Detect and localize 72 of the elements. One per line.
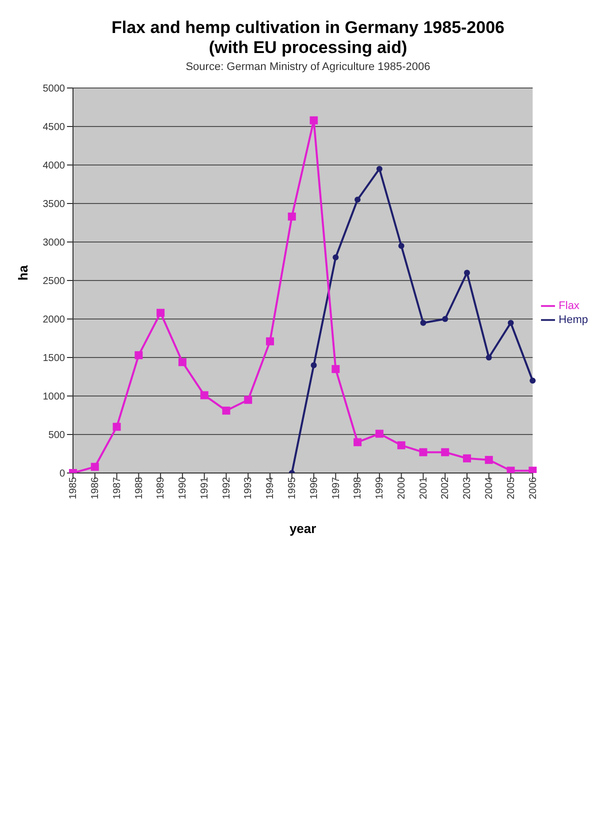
y-tick-label: 4000 xyxy=(42,160,66,172)
x-tick-label: 1994 xyxy=(265,476,276,500)
x-tick-label: 2006 xyxy=(528,476,539,500)
y-tick-label: 3000 xyxy=(42,238,66,249)
x-tick-label: 1998 xyxy=(352,476,364,500)
y-tick-label: 1000 xyxy=(42,392,66,403)
y-axis-title: ha xyxy=(16,264,31,280)
point xyxy=(266,337,274,346)
point xyxy=(398,242,404,249)
x-tick-label: 2000 xyxy=(396,476,408,500)
x-tick-label: 1992 xyxy=(221,476,232,500)
y-tick-label: 1500 xyxy=(42,353,66,364)
legend-label: Flax xyxy=(558,300,580,312)
point xyxy=(397,441,406,450)
x-tick-label: 1991 xyxy=(199,476,210,500)
point xyxy=(156,308,165,317)
x-axis-title: year xyxy=(289,521,316,536)
y-tick-label: 500 xyxy=(48,430,66,442)
x-tick-label: 2005 xyxy=(506,476,517,500)
point xyxy=(462,454,471,462)
point xyxy=(441,448,450,456)
x-tick-label: 2003 xyxy=(462,476,474,500)
legend-label: Hemp xyxy=(558,314,588,326)
x-tick-label: 1990 xyxy=(178,476,189,500)
point xyxy=(332,254,339,260)
x-tick-label: 1986 xyxy=(90,476,101,500)
point xyxy=(375,430,384,438)
x-tick-label: 1997 xyxy=(330,476,342,500)
chart-title: Flax and hemp cultivation in Germany 1985-2006 xyxy=(110,17,506,38)
y-tick-label: 0 xyxy=(59,468,66,480)
point xyxy=(310,116,318,124)
y-tick-label: 5000 xyxy=(42,84,66,95)
y-tick-label: 2500 xyxy=(42,276,66,288)
x-tick-label: 1993 xyxy=(243,476,254,500)
point xyxy=(354,196,361,203)
x-tick-label: 1999 xyxy=(374,476,386,500)
x-tick-label: 1996 xyxy=(308,476,320,500)
point xyxy=(486,354,492,360)
x-tick-label: 2001 xyxy=(418,476,430,500)
x-tick-label: 1995 xyxy=(286,476,298,500)
point xyxy=(528,466,537,473)
point xyxy=(506,466,515,473)
y-tick-label: 2000 xyxy=(42,314,66,326)
x-tick-label: 1989 xyxy=(156,476,167,500)
point xyxy=(244,396,252,404)
point xyxy=(508,320,514,326)
point xyxy=(332,365,340,374)
point xyxy=(464,270,470,276)
point xyxy=(530,378,536,384)
x-tick-label: 2004 xyxy=(484,476,495,500)
point xyxy=(178,358,186,366)
point xyxy=(222,406,230,415)
point xyxy=(134,351,143,360)
point xyxy=(90,462,99,471)
point xyxy=(354,438,362,446)
y-tick-label: 4500 xyxy=(42,122,66,134)
chart-subtitle: (with EU processing aid) xyxy=(208,38,408,58)
x-tick-label: 1988 xyxy=(134,476,145,500)
x-tick-label: 1987 xyxy=(112,476,123,500)
x-tick-label: 2002 xyxy=(440,476,452,500)
point xyxy=(419,448,428,456)
point xyxy=(112,422,121,431)
point xyxy=(288,212,296,221)
point xyxy=(442,316,448,322)
y-tick-label: 3500 xyxy=(42,199,66,210)
point xyxy=(200,391,208,400)
point xyxy=(376,166,382,172)
point xyxy=(420,320,426,326)
x-tick-label: 1985 xyxy=(68,476,80,500)
point xyxy=(310,362,317,368)
source-note: Source: German Ministry of Agriculture 1985-2006 xyxy=(184,61,432,73)
point xyxy=(484,456,493,464)
